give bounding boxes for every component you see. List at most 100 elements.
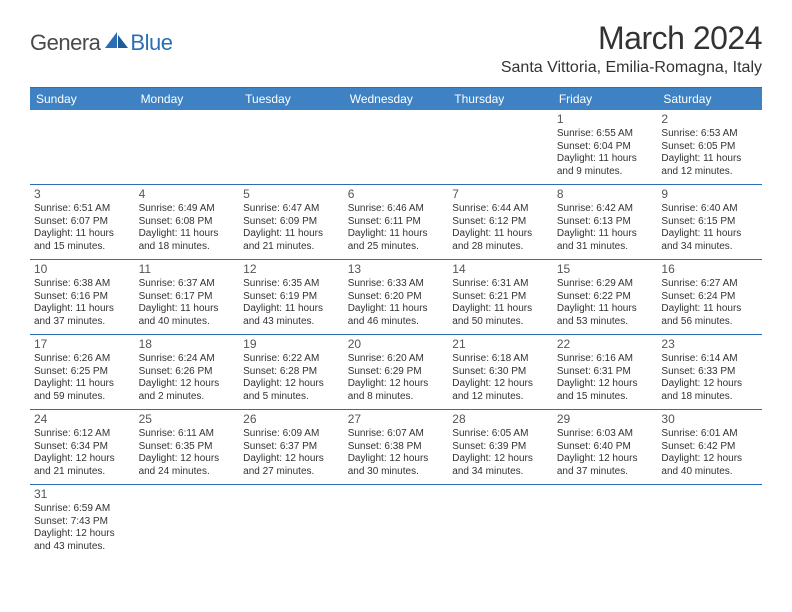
- sunrise-line: Sunrise: 6:03 AM: [557, 428, 654, 441]
- calendar-day: 29Sunrise: 6:03 AMSunset: 6:40 PMDayligh…: [553, 410, 658, 484]
- day-number: 2: [661, 112, 758, 127]
- sunrise-line: Sunrise: 6:51 AM: [34, 203, 131, 216]
- calendar-week: 24Sunrise: 6:12 AMSunset: 6:34 PMDayligh…: [30, 410, 762, 485]
- logo-text-2-label: Blue: [130, 30, 172, 55]
- calendar-day: 11Sunrise: 6:37 AMSunset: 6:17 PMDayligh…: [135, 260, 240, 334]
- daylight-line: Daylight: 12 hours and 34 minutes.: [452, 453, 549, 478]
- calendar-day: 9Sunrise: 6:40 AMSunset: 6:15 PMDaylight…: [657, 185, 762, 259]
- calendar-day: 5Sunrise: 6:47 AMSunset: 6:09 PMDaylight…: [239, 185, 344, 259]
- day-number: 15: [557, 262, 654, 277]
- calendar-day-empty: [344, 110, 449, 184]
- sunset-line: Sunset: 6:38 PM: [348, 441, 445, 454]
- sunset-line: Sunset: 6:08 PM: [139, 216, 236, 229]
- sunset-line: Sunset: 6:30 PM: [452, 366, 549, 379]
- daylight-line: Daylight: 12 hours and 21 minutes.: [34, 453, 131, 478]
- sunset-line: Sunset: 6:11 PM: [348, 216, 445, 229]
- sunrise-line: Sunrise: 6:33 AM: [348, 278, 445, 291]
- sunrise-line: Sunrise: 6:07 AM: [348, 428, 445, 441]
- day-header: Saturday: [657, 88, 762, 110]
- sunset-line: Sunset: 6:05 PM: [661, 141, 758, 154]
- calendar-day: 18Sunrise: 6:24 AMSunset: 6:26 PMDayligh…: [135, 335, 240, 409]
- day-number: 14: [452, 262, 549, 277]
- day-number: 29: [557, 412, 654, 427]
- day-number: 21: [452, 337, 549, 352]
- calendar-day-empty: [135, 485, 240, 559]
- calendar-day: 4Sunrise: 6:49 AMSunset: 6:08 PMDaylight…: [135, 185, 240, 259]
- sunrise-line: Sunrise: 6:29 AM: [557, 278, 654, 291]
- sunset-line: Sunset: 6:40 PM: [557, 441, 654, 454]
- sunrise-line: Sunrise: 6:35 AM: [243, 278, 340, 291]
- daylight-line: Daylight: 11 hours and 34 minutes.: [661, 228, 758, 253]
- sunrise-line: Sunrise: 6:44 AM: [452, 203, 549, 216]
- day-header: Wednesday: [344, 88, 449, 110]
- calendar-day: 22Sunrise: 6:16 AMSunset: 6:31 PMDayligh…: [553, 335, 658, 409]
- day-number: 19: [243, 337, 340, 352]
- sunset-line: Sunset: 6:37 PM: [243, 441, 340, 454]
- day-number: 28: [452, 412, 549, 427]
- day-header: Tuesday: [239, 88, 344, 110]
- calendar-day: 1Sunrise: 6:55 AMSunset: 6:04 PMDaylight…: [553, 110, 658, 184]
- daylight-line: Daylight: 12 hours and 12 minutes.: [452, 378, 549, 403]
- daylight-line: Daylight: 12 hours and 37 minutes.: [557, 453, 654, 478]
- sunset-line: Sunset: 6:28 PM: [243, 366, 340, 379]
- daylight-line: Daylight: 12 hours and 40 minutes.: [661, 453, 758, 478]
- calendar-day: 25Sunrise: 6:11 AMSunset: 6:35 PMDayligh…: [135, 410, 240, 484]
- daylight-line: Daylight: 11 hours and 37 minutes.: [34, 303, 131, 328]
- day-number: 11: [139, 262, 236, 277]
- day-number: 9: [661, 187, 758, 202]
- day-number: 24: [34, 412, 131, 427]
- calendar-day-empty: [239, 485, 344, 559]
- calendar-day: 15Sunrise: 6:29 AMSunset: 6:22 PMDayligh…: [553, 260, 658, 334]
- day-number: 27: [348, 412, 445, 427]
- sunset-line: Sunset: 6:13 PM: [557, 216, 654, 229]
- day-number: 20: [348, 337, 445, 352]
- calendar-day: 28Sunrise: 6:05 AMSunset: 6:39 PMDayligh…: [448, 410, 553, 484]
- daylight-line: Daylight: 11 hours and 59 minutes.: [34, 378, 131, 403]
- day-number: 8: [557, 187, 654, 202]
- calendar-day: 26Sunrise: 6:09 AMSunset: 6:37 PMDayligh…: [239, 410, 344, 484]
- sunrise-line: Sunrise: 6:01 AM: [661, 428, 758, 441]
- day-number: 13: [348, 262, 445, 277]
- day-header: Thursday: [448, 88, 553, 110]
- daylight-line: Daylight: 11 hours and 43 minutes.: [243, 303, 340, 328]
- sunset-line: Sunset: 6:17 PM: [139, 291, 236, 304]
- sunset-line: Sunset: 6:33 PM: [661, 366, 758, 379]
- daylight-line: Daylight: 11 hours and 56 minutes.: [661, 303, 758, 328]
- day-number: 1: [557, 112, 654, 127]
- header: GeneraBlue March 2024 Santa Vittoria, Em…: [0, 0, 792, 81]
- daylight-line: Daylight: 11 hours and 15 minutes.: [34, 228, 131, 253]
- daylight-line: Daylight: 11 hours and 50 minutes.: [452, 303, 549, 328]
- sunrise-line: Sunrise: 6:24 AM: [139, 353, 236, 366]
- day-number: 3: [34, 187, 131, 202]
- calendar-day: 3Sunrise: 6:51 AMSunset: 6:07 PMDaylight…: [30, 185, 135, 259]
- calendar-week: 10Sunrise: 6:38 AMSunset: 6:16 PMDayligh…: [30, 260, 762, 335]
- sunset-line: Sunset: 6:25 PM: [34, 366, 131, 379]
- day-number: 5: [243, 187, 340, 202]
- calendar-day: 23Sunrise: 6:14 AMSunset: 6:33 PMDayligh…: [657, 335, 762, 409]
- title-block: March 2024 Santa Vittoria, Emilia-Romagn…: [501, 20, 762, 77]
- daylight-line: Daylight: 11 hours and 28 minutes.: [452, 228, 549, 253]
- sunset-line: Sunset: 6:34 PM: [34, 441, 131, 454]
- daylight-line: Daylight: 12 hours and 24 minutes.: [139, 453, 236, 478]
- sunrise-line: Sunrise: 6:53 AM: [661, 128, 758, 141]
- day-number: 4: [139, 187, 236, 202]
- sunrise-line: Sunrise: 6:20 AM: [348, 353, 445, 366]
- sunrise-line: Sunrise: 6:42 AM: [557, 203, 654, 216]
- day-number: 26: [243, 412, 340, 427]
- daylight-line: Daylight: 12 hours and 18 minutes.: [661, 378, 758, 403]
- calendar-weeks: 1Sunrise: 6:55 AMSunset: 6:04 PMDaylight…: [30, 110, 762, 559]
- sunrise-line: Sunrise: 6:37 AM: [139, 278, 236, 291]
- calendar-day: 19Sunrise: 6:22 AMSunset: 6:28 PMDayligh…: [239, 335, 344, 409]
- calendar-day-empty: [448, 485, 553, 559]
- sunrise-line: Sunrise: 6:38 AM: [34, 278, 131, 291]
- calendar-day: 24Sunrise: 6:12 AMSunset: 6:34 PMDayligh…: [30, 410, 135, 484]
- calendar-day-empty: [448, 110, 553, 184]
- day-header: Sunday: [30, 88, 135, 110]
- calendar-day-empty: [30, 110, 135, 184]
- sunrise-line: Sunrise: 6:14 AM: [661, 353, 758, 366]
- sunset-line: Sunset: 6:42 PM: [661, 441, 758, 454]
- calendar-day-empty: [553, 485, 658, 559]
- sunset-line: Sunset: 6:07 PM: [34, 216, 131, 229]
- sunrise-line: Sunrise: 6:09 AM: [243, 428, 340, 441]
- sunset-line: Sunset: 6:22 PM: [557, 291, 654, 304]
